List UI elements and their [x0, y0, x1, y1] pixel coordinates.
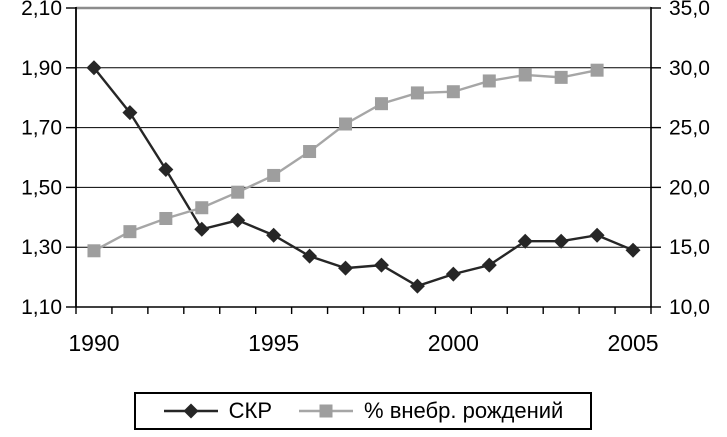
x-axis-tick-label: 2000 — [428, 330, 479, 356]
series-line-0 — [93, 67, 634, 288]
left-axis-tick-label: 1,70 — [21, 117, 62, 140]
data-point-diamond — [266, 227, 282, 243]
data-point-diamond — [409, 278, 425, 294]
left-axis-tick-label: 1,30 — [21, 236, 62, 259]
data-point-diamond — [625, 242, 641, 258]
diamond-marker-icon — [163, 403, 218, 419]
left-axis-tick-label: 1,10 — [21, 296, 62, 319]
data-point-square — [554, 70, 568, 84]
chart-legend: СКР % внебр. рождений — [134, 392, 592, 430]
data-point-square — [590, 63, 604, 77]
x-axis-tick-label: 2005 — [607, 330, 658, 356]
square-marker-icon — [299, 404, 354, 418]
data-point-diamond — [158, 161, 174, 177]
data-point-square — [303, 145, 317, 159]
data-point-diamond — [553, 233, 569, 249]
left-axis-tick-label: 1,90 — [21, 57, 62, 80]
data-point-square — [374, 97, 388, 111]
data-point-square — [482, 74, 496, 88]
right-axis-tick-label: 15,0 — [669, 236, 710, 259]
data-point-diamond — [589, 227, 605, 243]
data-point-diamond — [445, 266, 461, 282]
legend-label-nonmarital: % внебр. рождений — [364, 398, 564, 423]
data-point-square — [339, 117, 353, 131]
data-point-square — [195, 201, 209, 215]
legend-item-nonmarital: % внебр. рождений — [298, 398, 563, 424]
data-point-diamond — [194, 221, 210, 237]
data-point-diamond — [373, 257, 389, 273]
data-point-square — [87, 244, 101, 258]
data-point-diamond — [230, 212, 246, 228]
right-axis-tick-label: 20,0 — [669, 176, 710, 199]
legend-label-skr: СКР — [228, 398, 273, 423]
data-point-diamond — [338, 260, 354, 276]
right-axis-tick-label: 30,0 — [669, 57, 710, 80]
data-point-square — [123, 225, 137, 239]
data-point-square — [446, 85, 460, 99]
right-axis-tick-label: 10,0 — [669, 296, 710, 319]
data-point-diamond — [86, 60, 102, 76]
data-point-diamond — [302, 248, 318, 264]
legend-item-skr: СКР — [163, 398, 272, 424]
left-axis-tick-label: 1,50 — [21, 176, 62, 199]
x-axis-tick-label: 1990 — [68, 330, 119, 356]
x-axis-tick-label: 1995 — [248, 330, 299, 356]
data-point-square — [410, 86, 424, 100]
data-point-square — [267, 168, 281, 182]
data-point-square — [231, 185, 245, 199]
data-point-diamond — [481, 257, 497, 273]
data-point-square — [159, 211, 173, 225]
data-point-diamond — [122, 105, 138, 121]
data-point-square — [518, 68, 532, 82]
right-axis-tick-label: 25,0 — [669, 117, 710, 140]
data-point-diamond — [517, 233, 533, 249]
left-axis-tick-label: 2,10 — [21, 0, 62, 20]
right-axis-tick-label: 35,0 — [669, 0, 710, 20]
